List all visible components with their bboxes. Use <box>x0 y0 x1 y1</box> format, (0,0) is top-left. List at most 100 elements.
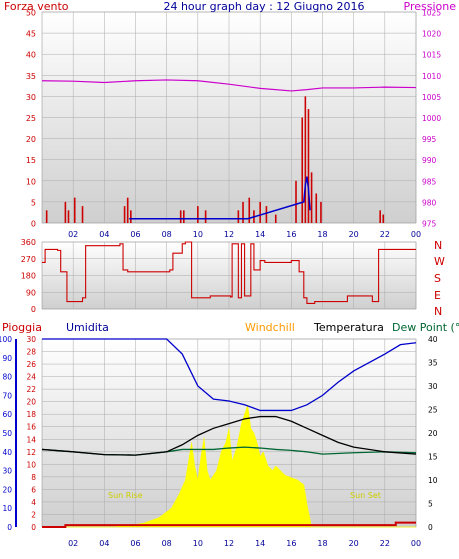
rain-tick-label: 30 <box>26 335 36 344</box>
legend-pioggia: Pioggia <box>2 321 42 334</box>
top-x-tick-label: 12 <box>224 230 234 239</box>
temp-tick-label: 25 <box>428 406 438 415</box>
bottom-x-tick-label: 14 <box>255 539 265 548</box>
dir-tick-label: 270 <box>21 255 36 264</box>
pressure-tick-label: 985 <box>422 177 437 186</box>
wind-tick-label: 50 <box>26 9 36 18</box>
top-x-tick-label: 22 <box>380 230 390 239</box>
pressure-axis-label: Pressione <box>404 0 457 13</box>
wind-tick-label: 45 <box>26 30 36 39</box>
temp-tick-label: 5 <box>428 500 433 509</box>
chart-marks <box>41 79 417 528</box>
bottom-x-tick-label: 06 <box>130 539 140 548</box>
annotation-sunrise: Sun Rise <box>108 491 143 500</box>
rain-tick-label: 12 <box>26 448 36 457</box>
dir-letter-n-bottom: N <box>434 305 442 318</box>
wind-tick-label: 0 <box>31 220 36 229</box>
top-x-tick-label: 04 <box>99 230 109 239</box>
direction-line <box>42 241 416 304</box>
dir-tick-label: 90 <box>26 288 36 297</box>
rain-line <box>42 521 416 528</box>
wind-tick-label: 40 <box>26 51 36 60</box>
bottom-x-tick-label: 12 <box>224 539 234 548</box>
wind-tick-label: 20 <box>26 135 36 144</box>
bottom-x-tick-label: 10 <box>193 539 203 548</box>
dir-letter-s: S <box>434 272 441 285</box>
bottom-x-tick-label: 02 <box>68 539 78 548</box>
legend-umidita: Umidita <box>66 321 109 334</box>
humidity-tick-label: 70 <box>2 391 12 400</box>
dir-letter-w: W <box>434 255 445 268</box>
bottom-x-tick-label: 00 <box>411 539 421 548</box>
pressure-tick-label: 995 <box>422 135 437 144</box>
temperature-line <box>41 415 417 456</box>
bottom-x-tick-label: 18 <box>317 539 327 548</box>
rain-tick-label: 18 <box>26 410 36 419</box>
rain-tick-label: 22 <box>26 385 36 394</box>
pressure-line <box>41 79 417 92</box>
pressure-tick-label: 1015 <box>422 51 441 60</box>
rain-tick-label: 10 <box>26 460 36 469</box>
legend-temperatura: Temperatura <box>313 321 384 334</box>
pressure-tick-label: 980 <box>422 198 437 207</box>
legend-dewpoint: Dew Point (°C <box>392 321 459 334</box>
pressure-tick-label: 1005 <box>422 93 441 102</box>
wind-axis-label: Forza vento <box>4 0 69 13</box>
humidity-tick-label: 10 <box>2 504 12 513</box>
temp-tick-label: 0 <box>428 523 433 532</box>
bottom-x-tick-label: 22 <box>380 539 390 548</box>
bottom-x-tick-label: 04 <box>99 539 109 548</box>
top-x-tick-label: 16 <box>286 230 296 239</box>
rain-tick-label: 4 <box>31 498 36 507</box>
dir-letter-e: E <box>434 289 441 302</box>
rain-tick-label: 16 <box>26 423 36 432</box>
top-x-tick-label: 14 <box>255 230 265 239</box>
humidity-tick-label: 20 <box>2 485 12 494</box>
rain-tick-label: 28 <box>26 348 36 357</box>
pressure-tick-label: 1010 <box>422 72 441 81</box>
pressure-tick-label: 1000 <box>422 114 441 123</box>
humidity-tick-label: 30 <box>2 467 12 476</box>
wind-tick-label: 15 <box>26 156 36 165</box>
rain-tick-label: 14 <box>26 435 36 444</box>
bottom-x-tick-label: 16 <box>286 539 296 548</box>
dir-tick-label: 0 <box>31 305 36 314</box>
temp-tick-label: 35 <box>428 359 438 368</box>
wind-tick-label: 10 <box>26 177 36 186</box>
pressure-tick-label: 990 <box>422 156 437 165</box>
gust-line <box>129 176 311 220</box>
top-x-tick-label: 02 <box>68 230 78 239</box>
temp-tick-label: 20 <box>428 429 438 438</box>
top-x-tick-label: 06 <box>130 230 140 239</box>
temp-tick-label: 30 <box>428 382 438 391</box>
chart-title: 24 hour graph day : 12 Giugno 2016 <box>163 0 364 13</box>
pressure-tick-label: 1020 <box>422 30 441 39</box>
tick-labels: 0510152025303540455097598098599099510001… <box>0 9 441 549</box>
solar-area <box>42 404 416 528</box>
rain-tick-label: 0 <box>31 523 36 532</box>
temp-tick-label: 15 <box>428 453 438 462</box>
top-x-tick-label: 10 <box>193 230 203 239</box>
legend-windchill: Windchill <box>245 321 295 334</box>
humidity-tick-label: 60 <box>2 410 12 419</box>
top-x-tick-label: 18 <box>317 230 327 239</box>
wind-tick-label: 30 <box>26 93 36 102</box>
dir-letter-n-top: N <box>434 239 442 252</box>
humidity-tick-label: 90 <box>2 354 12 363</box>
rain-tick-label: 2 <box>31 510 36 519</box>
rain-tick-label: 26 <box>26 360 36 369</box>
humidity-line <box>42 338 417 412</box>
temp-tick-label: 10 <box>428 476 438 485</box>
humidity-tick-label: 40 <box>2 448 12 457</box>
humidity-tick-label: 100 <box>0 335 12 344</box>
temp-tick-label: 40 <box>428 335 438 344</box>
pressure-tick-label: 1025 <box>422 9 441 18</box>
bottom-x-tick-label: 20 <box>349 539 359 548</box>
humidity-tick-label: 0 <box>7 523 12 532</box>
rain-tick-label: 20 <box>26 398 36 407</box>
bottom-x-tick-label: 08 <box>162 539 172 548</box>
dir-tick-label: 360 <box>21 238 36 247</box>
wind-tick-label: 5 <box>31 198 36 207</box>
wind-tick-label: 35 <box>26 72 36 81</box>
